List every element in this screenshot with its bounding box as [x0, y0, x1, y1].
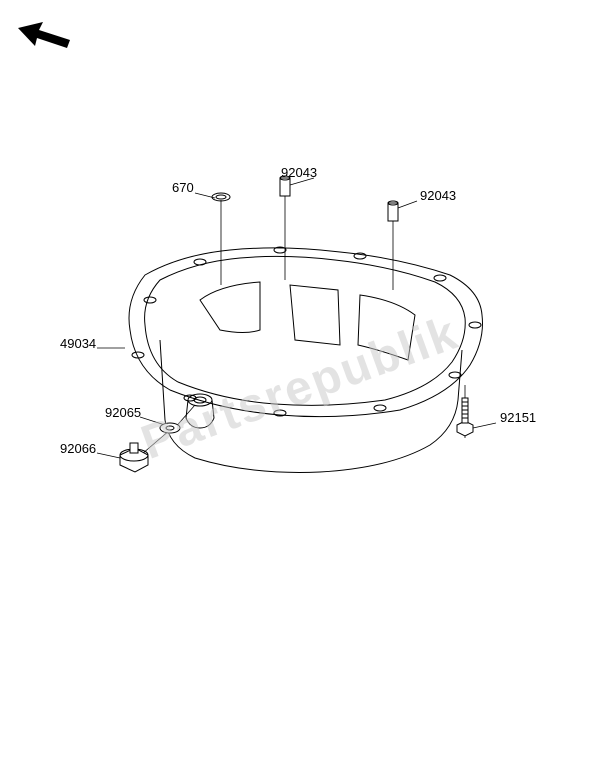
part-label: 49034: [60, 336, 96, 351]
bolt-part: [457, 398, 473, 436]
parts-diagram: 670 92043 92043 49034 92065 92066 92151 …: [0, 0, 600, 775]
gasket-washer-part: [160, 423, 180, 433]
part-label: 92066: [60, 441, 96, 456]
part-label: 92043: [420, 188, 456, 203]
diagram-svg: [0, 0, 600, 775]
drain-plug-part: [120, 443, 148, 472]
oil-pan-part: [129, 247, 483, 472]
dowel-pin-part: [388, 201, 398, 221]
part-label: 92065: [105, 405, 141, 420]
part-label: 670: [172, 180, 194, 195]
part-label: 92151: [500, 410, 536, 425]
part-label: 92043: [281, 165, 317, 180]
o-ring-part: [212, 193, 230, 201]
